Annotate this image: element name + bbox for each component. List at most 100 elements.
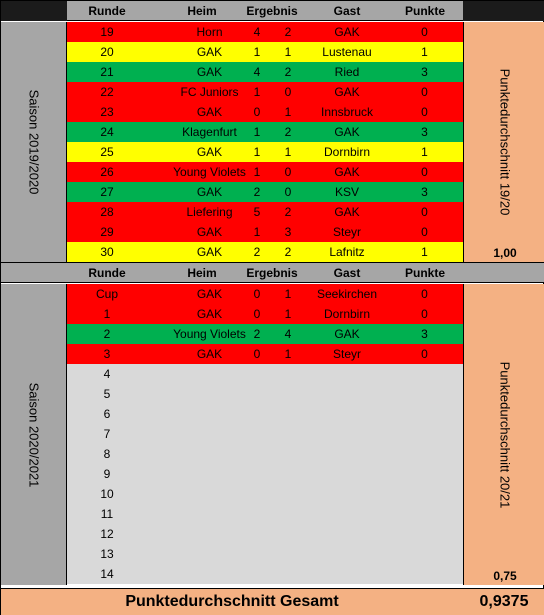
away-goals-cell: 1	[284, 287, 292, 301]
runde-cell: 23	[100, 105, 114, 119]
heim-cell: GAK	[196, 347, 223, 361]
runde-cell: 27	[100, 185, 114, 199]
season-average-label: Punktedurchschnitt 19/20	[497, 68, 512, 216]
runde-cell: 25	[100, 145, 114, 159]
heim-cell: GAK	[196, 307, 223, 321]
away-goals-cell: 1	[284, 45, 292, 59]
runde-cell: 1	[103, 307, 111, 321]
home-goals-cell: 1	[253, 85, 261, 99]
header-gast: Gast	[333, 4, 361, 18]
home-goals-cell: 0	[253, 105, 261, 119]
runde-cell: 30	[100, 245, 114, 259]
gast-cell: Ried	[334, 65, 360, 79]
season-average-cell: Punktedurchschnitt 20/21 0,75	[463, 284, 544, 585]
table-row: 4	[67, 364, 463, 384]
punkte-cell: 1	[421, 245, 428, 259]
away-goals-cell: 1	[284, 105, 292, 119]
gast-cell: Dornbirn	[323, 145, 371, 159]
heim-cell: Liefering	[186, 205, 233, 219]
punkte-cell: 3	[421, 185, 428, 199]
punkte-cell: 3	[421, 125, 428, 139]
table-row: 30 GAK 2 2 Lafnitz 1	[67, 242, 463, 262]
home-goals-cell: 0	[253, 347, 261, 361]
home-goals-cell: 4	[253, 25, 261, 39]
away-goals-cell: 4	[284, 327, 292, 341]
header-corner-left	[1, 1, 67, 21]
punkte-cell: 0	[421, 85, 428, 99]
table-row: 5	[67, 384, 463, 404]
home-goals-cell: 2	[253, 185, 261, 199]
gast-cell: GAK	[334, 125, 360, 139]
table-row: 6	[67, 404, 463, 424]
home-goals-cell: 2	[253, 327, 261, 341]
header-heim: Heim	[187, 4, 217, 18]
table-row: 2 Young Violets 2 4 GAK 3	[67, 324, 463, 344]
season-average-label: Punktedurchschnitt 20/21	[497, 361, 512, 508]
away-goals-cell: 0	[284, 185, 292, 199]
header-heim: Heim	[187, 266, 217, 280]
gast-cell: GAK	[334, 327, 360, 341]
header-row-season-1: Runde Heim Ergebnis Gast Punkte	[1, 1, 544, 21]
table-row: 27 GAK 2 0 KSV 3	[67, 182, 463, 202]
table-row: 9	[67, 464, 463, 484]
table-row: 8	[67, 444, 463, 464]
gast-cell: GAK	[334, 205, 360, 219]
table-row: 20 GAK 1 1 Lustenau 1	[67, 42, 463, 62]
heim-cell: Horn	[196, 25, 223, 39]
header-corner-right	[463, 1, 544, 21]
runde-cell: 20	[100, 45, 114, 59]
punkte-cell: 3	[421, 65, 428, 79]
total-label: Punktedurchschnitt Gesamt	[125, 593, 339, 610]
punkte-cell: 0	[421, 205, 428, 219]
runde-cell: 12	[100, 527, 114, 541]
home-goals-cell: 0	[253, 307, 261, 321]
punkte-cell: 0	[421, 165, 428, 179]
runde-cell: 29	[100, 225, 114, 239]
away-goals-cell: 2	[284, 65, 292, 79]
table-row: 12	[67, 524, 463, 544]
punkte-cell: 0	[421, 105, 428, 119]
runde-cell: 28	[100, 205, 114, 219]
home-goals-cell: 1	[253, 225, 261, 239]
heim-cell: GAK	[196, 287, 223, 301]
away-goals-cell: 0	[284, 165, 292, 179]
gast-cell: Steyr	[332, 347, 361, 361]
heim-cell: GAK	[196, 65, 223, 79]
heim-cell: GAK	[196, 145, 223, 159]
runde-cell: 6	[103, 407, 111, 421]
away-goals-cell: 0	[284, 85, 292, 99]
heim-cell: Young Violets	[173, 327, 246, 341]
runde-cell: 2	[103, 327, 111, 341]
runde-cell: 24	[100, 125, 114, 139]
season-average-value: 1,00	[493, 246, 517, 260]
gast-cell: GAK	[334, 85, 360, 99]
home-goals-cell: 1	[253, 165, 261, 179]
punkte-cell: 0	[421, 287, 428, 301]
table-row: 13	[67, 544, 463, 564]
away-goals-cell: 2	[284, 125, 292, 139]
home-goals-cell: 1	[253, 125, 261, 139]
home-goals-cell: 1	[253, 45, 261, 59]
heim-cell: GAK	[196, 105, 223, 119]
runde-cell: 26	[100, 165, 114, 179]
table-row: 22 FC Juniors 1 0 GAK 0	[67, 82, 463, 102]
table-row: 21 GAK 4 2 Ried 3	[67, 62, 463, 82]
home-goals-cell: 1	[253, 145, 261, 159]
gast-cell: Lafnitz	[329, 245, 365, 259]
table-row: 23 GAK 0 1 Innsbruck 0	[67, 102, 463, 122]
punkte-cell: 0	[421, 347, 428, 361]
runde-cell: 21	[100, 65, 114, 79]
header-row-season-2: Runde Heim Ergebnis Gast Punkte	[1, 263, 544, 283]
gast-cell: Seekirchen	[316, 287, 378, 301]
table-row: 19 Horn 4 2 GAK 0	[67, 22, 463, 42]
header-runde: Runde	[88, 266, 126, 280]
table-row: Cup GAK 0 1 Seekirchen 0	[67, 284, 463, 304]
gast-cell: GAK	[334, 25, 360, 39]
heim-cell: Young Violets	[173, 165, 246, 179]
runde-cell: 3	[103, 347, 111, 361]
total-row: Punktedurchschnitt Gesamt 0,9375	[1, 588, 544, 615]
season-divider	[1, 262, 544, 263]
heim-cell: GAK	[196, 45, 223, 59]
header-gast: Gast	[333, 266, 361, 280]
